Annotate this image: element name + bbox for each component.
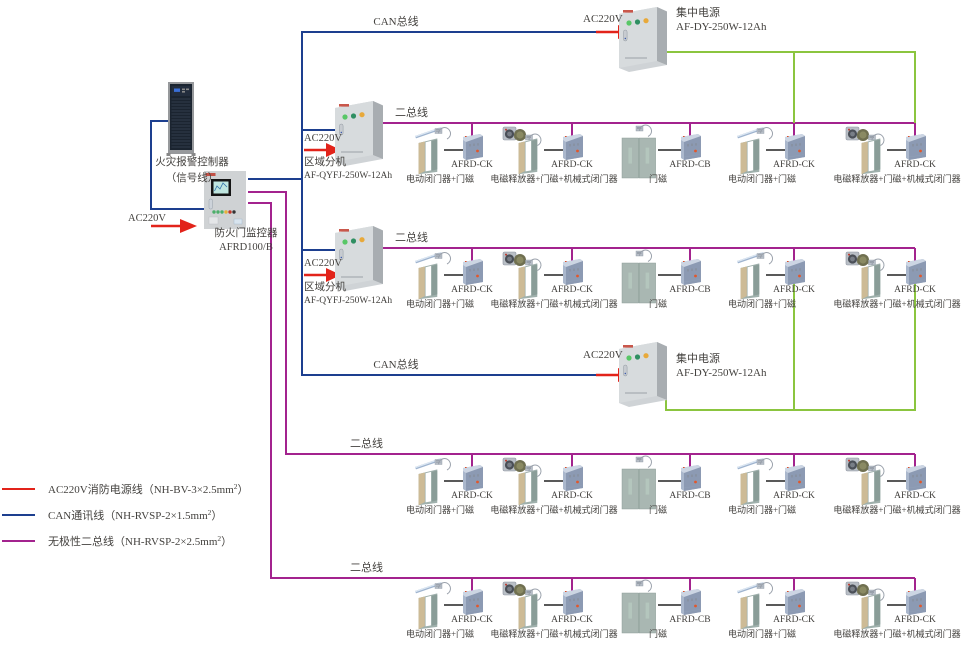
- svg-text:AFRD-CK: AFRD-CK: [894, 160, 936, 170]
- svg-text:门磁: 门磁: [649, 173, 667, 184]
- svg-text:电动闭门器+门磁: 电动闭门器+门磁: [406, 628, 474, 639]
- svg-text:AFRD-CK: AFRD-CK: [773, 160, 815, 170]
- svg-text:AF-DY-250W-12Ah: AF-DY-250W-12Ah: [676, 21, 767, 33]
- svg-text:AC220V: AC220V: [583, 13, 623, 25]
- svg-text:门磁: 门磁: [649, 298, 667, 309]
- svg-text:电磁释放器+门磁+机械式闭门器: 电磁释放器+门磁+机械式闭门器: [490, 173, 617, 184]
- svg-text:AF-QYFJ-250W-12Ah: AF-QYFJ-250W-12Ah: [304, 296, 392, 306]
- svg-text:电磁释放器+门磁+机械式闭门器: 电磁释放器+门磁+机械式闭门器: [490, 504, 617, 515]
- svg-text:AFRD-CK: AFRD-CK: [551, 491, 593, 501]
- svg-text:AFRD-CK: AFRD-CK: [551, 615, 593, 625]
- svg-text:电动闭门器+门磁: 电动闭门器+门磁: [728, 504, 796, 515]
- svg-text:AFRD-CK: AFRD-CK: [451, 160, 493, 170]
- svg-text:CAN通讯线（NH-RVSP-2×1.5mm2）: CAN通讯线（NH-RVSP-2×1.5mm2）: [48, 508, 222, 523]
- svg-text:AFRD-CK: AFRD-CK: [894, 285, 936, 295]
- svg-text:AC220V消防电源线（NH-BV-3×2.5mm2）: AC220V消防电源线（NH-BV-3×2.5mm2）: [48, 482, 249, 497]
- svg-text:AFRD-CK: AFRD-CK: [773, 615, 815, 625]
- svg-text:AFRD-CK: AFRD-CK: [773, 491, 815, 501]
- svg-text:区域分机: 区域分机: [304, 280, 346, 293]
- svg-text:门磁: 门磁: [649, 504, 667, 515]
- svg-text:电磁释放器+门磁+机械式闭门器: 电磁释放器+门磁+机械式闭门器: [833, 504, 960, 515]
- svg-text:火灾报警控制器: 火灾报警控制器: [155, 155, 229, 168]
- svg-text:电动闭门器+门磁: 电动闭门器+门磁: [728, 298, 796, 309]
- svg-text:AFRD-CK: AFRD-CK: [451, 491, 493, 501]
- svg-text:二总线: 二总线: [395, 230, 428, 244]
- svg-text:防火门监控器: 防火门监控器: [215, 226, 278, 239]
- svg-text:AFRD-CK: AFRD-CK: [551, 160, 593, 170]
- svg-text:区域分机: 区域分机: [304, 155, 346, 168]
- svg-text:AC220V: AC220V: [304, 258, 342, 269]
- svg-text:AFRD-CK: AFRD-CK: [451, 615, 493, 625]
- svg-text:无极性二总线（NH-RVSP-2×2.5mm2）: 无极性二总线（NH-RVSP-2×2.5mm2）: [48, 534, 232, 549]
- svg-text:CAN总线: CAN总线: [373, 14, 418, 28]
- svg-text:电动闭门器+门磁: 电动闭门器+门磁: [728, 173, 796, 184]
- svg-text:电磁释放器+门磁+机械式闭门器: 电磁释放器+门磁+机械式闭门器: [833, 173, 960, 184]
- svg-text:AFRD100/B: AFRD100/B: [219, 242, 273, 253]
- svg-text:AFRD-CK: AFRD-CK: [773, 285, 815, 295]
- svg-text:二总线: 二总线: [350, 560, 383, 574]
- svg-text:AFRD-CK: AFRD-CK: [894, 615, 936, 625]
- svg-text:集中电源: 集中电源: [676, 5, 720, 19]
- svg-text:电动闭门器+门磁: 电动闭门器+门磁: [406, 298, 474, 309]
- svg-text:AFRD-CK: AFRD-CK: [894, 491, 936, 501]
- svg-text:门磁: 门磁: [649, 628, 667, 639]
- svg-text:二总线: 二总线: [395, 105, 428, 119]
- svg-text:二总线: 二总线: [350, 436, 383, 450]
- svg-text:AF-QYFJ-250W-12Ah: AF-QYFJ-250W-12Ah: [304, 171, 392, 181]
- svg-text:AFRD-CK: AFRD-CK: [551, 285, 593, 295]
- svg-text:AF-DY-250W-12Ah: AF-DY-250W-12Ah: [676, 367, 767, 379]
- svg-text:电磁释放器+门磁+机械式闭门器: 电磁释放器+门磁+机械式闭门器: [490, 298, 617, 309]
- svg-text:（信号线）: （信号线）: [166, 171, 219, 184]
- svg-text:电动闭门器+门磁: 电动闭门器+门磁: [406, 504, 474, 515]
- svg-text:电磁释放器+门磁+机械式闭门器: 电磁释放器+门磁+机械式闭门器: [490, 628, 617, 639]
- svg-text:AFRD-CB: AFRD-CB: [669, 285, 710, 295]
- svg-text:AFRD-CB: AFRD-CB: [669, 491, 710, 501]
- svg-text:AFRD-CB: AFRD-CB: [669, 615, 710, 625]
- svg-text:电磁释放器+门磁+机械式闭门器: 电磁释放器+门磁+机械式闭门器: [833, 628, 960, 639]
- svg-text:CAN总线: CAN总线: [373, 357, 418, 371]
- svg-text:电磁释放器+门磁+机械式闭门器: 电磁释放器+门磁+机械式闭门器: [833, 298, 960, 309]
- svg-text:AFRD-CK: AFRD-CK: [451, 285, 493, 295]
- svg-text:AC220V: AC220V: [304, 133, 342, 144]
- svg-text:AFRD-CB: AFRD-CB: [669, 160, 710, 170]
- svg-text:电动闭门器+门磁: 电动闭门器+门磁: [406, 173, 474, 184]
- svg-text:集中电源: 集中电源: [676, 351, 720, 365]
- svg-text:AC220V: AC220V: [583, 349, 623, 361]
- svg-text:AC220V: AC220V: [128, 213, 166, 224]
- svg-text:电动闭门器+门磁: 电动闭门器+门磁: [728, 628, 796, 639]
